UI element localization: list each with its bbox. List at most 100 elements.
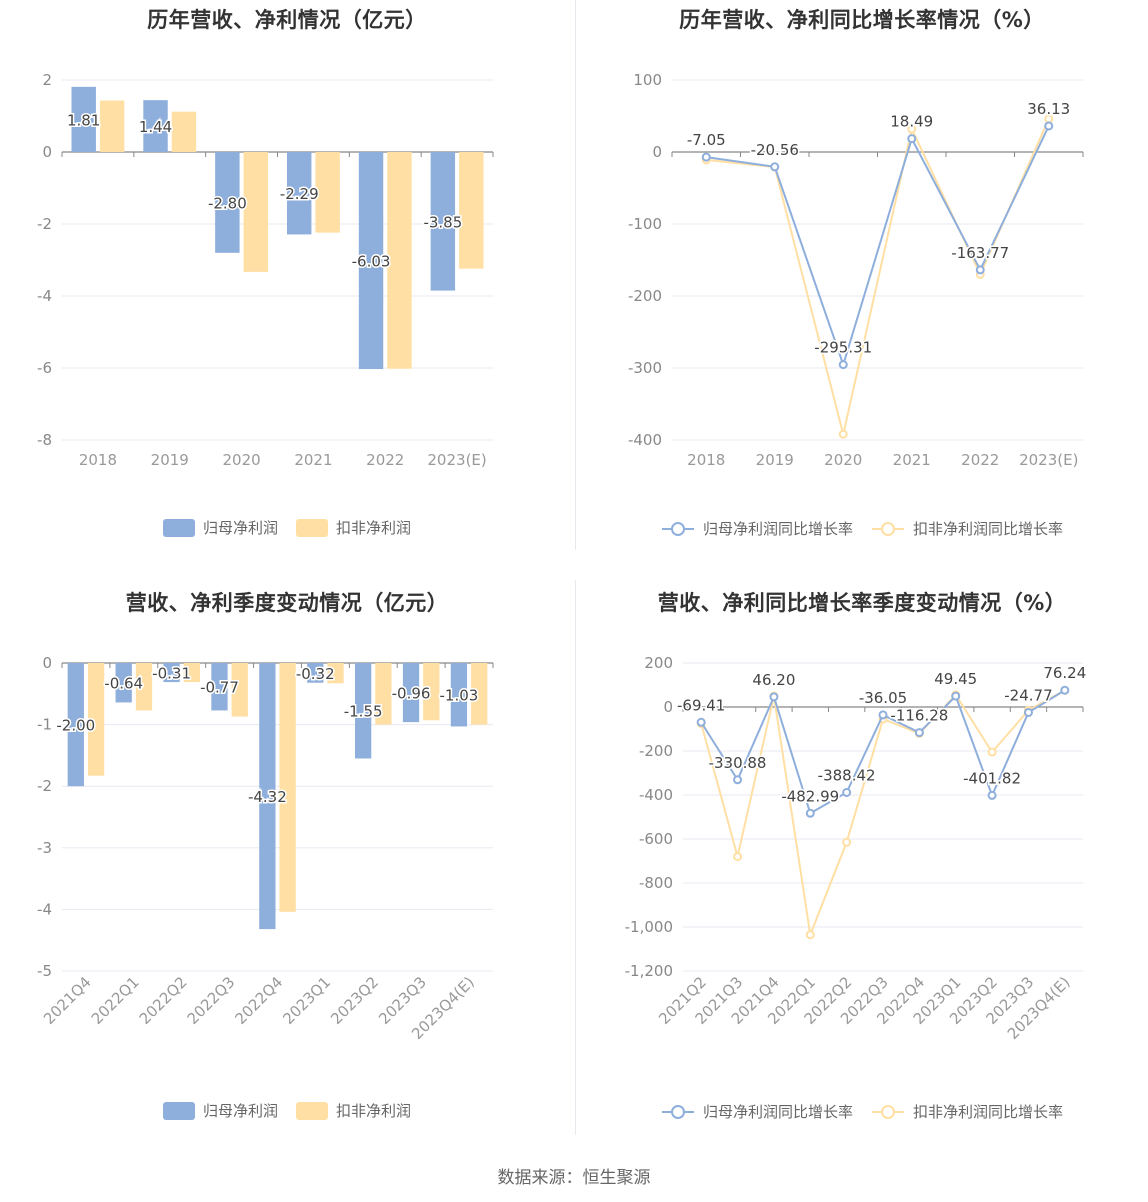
point-data-label: -24.77 — [1004, 686, 1052, 704]
series-line-deducted-growth — [706, 118, 1050, 435]
point-deducted-growth — [907, 124, 917, 134]
point-parent-growth — [701, 152, 711, 162]
bar-parent-net-profit — [307, 663, 324, 683]
x-tick-label: 2019 — [151, 451, 189, 469]
y-tick-label: -1,200 — [625, 962, 673, 980]
point-parent-growth — [838, 360, 848, 370]
legend-label: 归母净利润 — [202, 1102, 278, 1120]
legend-item-deducted-net-profit[interactable]: 扣非净利润 — [296, 1100, 411, 1121]
y-tick-label: -200 — [639, 742, 673, 760]
x-tick-label: 2022Q4 — [232, 973, 287, 1028]
legend-item-deducted-growth[interactable]: 扣非净利润同比增长率 — [871, 1101, 1063, 1122]
point-parent-growth — [770, 162, 780, 172]
bar-data-label: -2.29 — [280, 185, 319, 203]
bar-parent-net-profit — [215, 152, 240, 253]
point-deducted-growth — [987, 747, 997, 757]
y-tick-label: -200 — [628, 287, 662, 305]
point-data-label: 18.49 — [890, 113, 933, 131]
x-tick-label: 2019 — [756, 451, 794, 469]
legend-swatch-yellow — [296, 518, 328, 537]
legend-label: 扣非净利润同比增长率 — [913, 1103, 1064, 1121]
bar-data-label: -0.96 — [392, 685, 431, 703]
bar-deducted-net-profit — [135, 663, 153, 711]
point-parent-growth — [1023, 707, 1033, 717]
bar-parent-net-profit — [430, 152, 456, 291]
vertical-divider-top — [575, 0, 576, 550]
x-tick-label: 2021 — [294, 451, 332, 469]
legend-item-deducted-growth[interactable]: 扣非净利润同比增长率 — [871, 518, 1063, 539]
bar-deducted-net-profit — [243, 152, 269, 272]
y-tick-label: 100 — [633, 71, 662, 89]
point-parent-growth — [769, 692, 779, 702]
chart-title: 历年营收、净利同比增长率情况（%） — [679, 8, 1045, 32]
chart-panel-annual-profit: 历年营收、净利情况（亿元） 2 0 -2 -4 -6 -8 2018 2019 2020 2021… — [0, 0, 574, 560]
chart-legend: 归母净利润同比增长率 扣非净利润同比增长率 — [576, 1101, 1148, 1122]
bar-parent-net-profit — [211, 663, 228, 711]
y-tick-label: -2 — [37, 215, 52, 233]
x-tick-label: 2020 — [222, 451, 260, 469]
bar-data-label: -6.03 — [352, 253, 391, 271]
bar-parent-net-profit — [450, 663, 468, 727]
point-data-label: -36.05 — [859, 689, 907, 707]
y-tick-label: -400 — [628, 431, 662, 449]
y-tick-label: 200 — [644, 654, 673, 672]
chart-panel-annual-growth: 历年营收、净利同比增长率情况（%） 100 0 -100 -200 -300 -400 20… — [576, 0, 1148, 560]
y-tick-label: -4 — [37, 287, 52, 305]
point-data-label: -116.28 — [890, 707, 948, 725]
legend-swatch-blue — [162, 1101, 195, 1120]
legend-line-marker-blue — [661, 1104, 694, 1119]
point-data-label: -20.56 — [751, 141, 799, 159]
x-tick-label: 2022 — [961, 451, 999, 469]
point-data-label: -295.31 — [814, 339, 872, 357]
legend-item-parent-net-profit[interactable]: 归母净利润 — [162, 1100, 278, 1121]
legend-item-parent-growth[interactable]: 归母净利润同比增长率 — [661, 518, 853, 539]
chart-legend: 归母净利润 扣非净利润 — [0, 517, 574, 538]
bar-data-label: 1.44 — [139, 118, 172, 136]
y-tick-label: -300 — [628, 359, 662, 377]
bar-deducted-net-profit — [387, 152, 412, 369]
y-tick-label: -800 — [639, 874, 673, 892]
bar-data-label: -1.03 — [440, 687, 479, 705]
point-parent-growth — [975, 265, 985, 275]
vertical-divider-bottom — [575, 580, 576, 1135]
bar-parent-net-profit — [143, 100, 168, 152]
series-line-parent-growth — [706, 125, 1050, 368]
x-tick-label: 2023(E) — [1019, 451, 1078, 469]
bar-data-label: -0.31 — [152, 665, 191, 683]
bar-deducted-net-profit — [315, 152, 340, 233]
bar-data-label: -3.85 — [423, 213, 462, 231]
y-tick-label: -400 — [639, 786, 673, 804]
y-tick-label: -8 — [37, 431, 52, 449]
legend-line-marker-yellow — [872, 521, 904, 536]
bar-parent-net-profit — [115, 663, 132, 703]
bar-deducted-net-profit — [423, 663, 440, 721]
y-tick-label: 0 — [663, 698, 673, 716]
legend-item-parent-net-profit[interactable]: 归母净利润 — [162, 517, 278, 538]
y-tick-label: -2 — [37, 777, 52, 795]
point-parent-growth — [805, 808, 815, 818]
bar-deducted-net-profit — [459, 152, 484, 269]
point-parent-growth — [878, 710, 888, 720]
bar-data-label: -1.55 — [344, 703, 383, 721]
legend-item-parent-growth[interactable]: 归母净利润同比增长率 — [661, 1101, 853, 1122]
bar-data-label: -2.00 — [56, 717, 95, 735]
bar-deducted-net-profit — [171, 111, 197, 152]
x-tick-label: 2021Q4 — [40, 973, 95, 1028]
y-tick-label: 0 — [42, 654, 52, 672]
x-tick-label: 2022Q2 — [136, 973, 191, 1028]
y-tick-label: 2 — [42, 71, 52, 89]
x-tick-label: 2018 — [687, 451, 725, 469]
point-deducted-growth — [805, 930, 815, 940]
point-parent-growth — [914, 728, 924, 738]
legend-item-deducted-net-profit[interactable]: 扣非净利润 — [296, 517, 411, 538]
y-tick-label: -100 — [628, 215, 662, 233]
bar-data-label: -0.77 — [200, 679, 239, 697]
point-data-label: 46.20 — [752, 671, 795, 689]
x-tick-label: 2020 — [824, 451, 862, 469]
legend-label: 归母净利润 — [202, 519, 278, 537]
data-source-note: 数据来源：恒生聚源 — [497, 1168, 651, 1188]
x-tick-label: 2022Q3 — [184, 973, 239, 1028]
bar-parent-net-profit — [259, 663, 276, 930]
chart-legend: 归母净利润 扣非净利润 — [0, 1100, 574, 1121]
legend-label: 扣非净利润同比增长率 — [913, 520, 1064, 538]
